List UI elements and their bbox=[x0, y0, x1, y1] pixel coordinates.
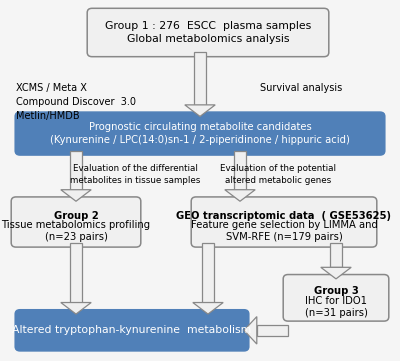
FancyBboxPatch shape bbox=[15, 112, 385, 155]
FancyBboxPatch shape bbox=[87, 8, 329, 57]
Text: Survival analysis: Survival analysis bbox=[260, 83, 342, 93]
FancyBboxPatch shape bbox=[191, 197, 377, 247]
Polygon shape bbox=[244, 317, 257, 344]
Polygon shape bbox=[202, 243, 214, 303]
Text: Tissue metabolomics profiling
(n=23 pairs): Tissue metabolomics profiling (n=23 pair… bbox=[2, 220, 150, 242]
FancyBboxPatch shape bbox=[283, 275, 389, 321]
Polygon shape bbox=[257, 325, 288, 336]
Text: XCMS / Meta X
Compound Discover  3.0
Metlin/HMDB: XCMS / Meta X Compound Discover 3.0 Metl… bbox=[16, 83, 136, 121]
Polygon shape bbox=[70, 243, 82, 303]
Text: Group 3: Group 3 bbox=[314, 286, 358, 296]
Text: Group 2: Group 2 bbox=[54, 210, 98, 221]
Polygon shape bbox=[61, 303, 91, 314]
Polygon shape bbox=[330, 243, 342, 267]
Text: Altered tryptophan-kynurenine  metabolism: Altered tryptophan-kynurenine metabolism bbox=[12, 325, 252, 335]
Text: Feature gene selection by LIMMA and
SVM-RFE (n=179 pairs): Feature gene selection by LIMMA and SVM-… bbox=[190, 220, 378, 242]
Polygon shape bbox=[193, 303, 223, 314]
Text: Group 1 : 276  ESCC  plasma samples
Global metabolomics analysis: Group 1 : 276 ESCC plasma samples Global… bbox=[105, 21, 311, 44]
Polygon shape bbox=[225, 190, 255, 201]
FancyBboxPatch shape bbox=[11, 197, 141, 247]
Polygon shape bbox=[234, 151, 246, 190]
Polygon shape bbox=[61, 190, 91, 201]
FancyBboxPatch shape bbox=[15, 310, 249, 351]
Text: GEO transcriptomic data  ( GSE53625): GEO transcriptomic data ( GSE53625) bbox=[176, 210, 392, 221]
Text: Prognostic circulating metabolite candidates
(Kynurenine / LPC(14:0)sn-1 / 2-pip: Prognostic circulating metabolite candid… bbox=[50, 122, 350, 145]
Polygon shape bbox=[321, 267, 351, 279]
Polygon shape bbox=[185, 105, 215, 116]
Polygon shape bbox=[194, 52, 206, 105]
Text: Evaluation of the differential
metabolites in tissue samples: Evaluation of the differential metabolit… bbox=[70, 164, 200, 185]
Polygon shape bbox=[70, 151, 82, 190]
Text: Evaluation of the potential
altered metabolic genes: Evaluation of the potential altered meta… bbox=[220, 164, 336, 185]
Text: IHC for IDO1
(n=31 pairs): IHC for IDO1 (n=31 pairs) bbox=[304, 296, 368, 318]
